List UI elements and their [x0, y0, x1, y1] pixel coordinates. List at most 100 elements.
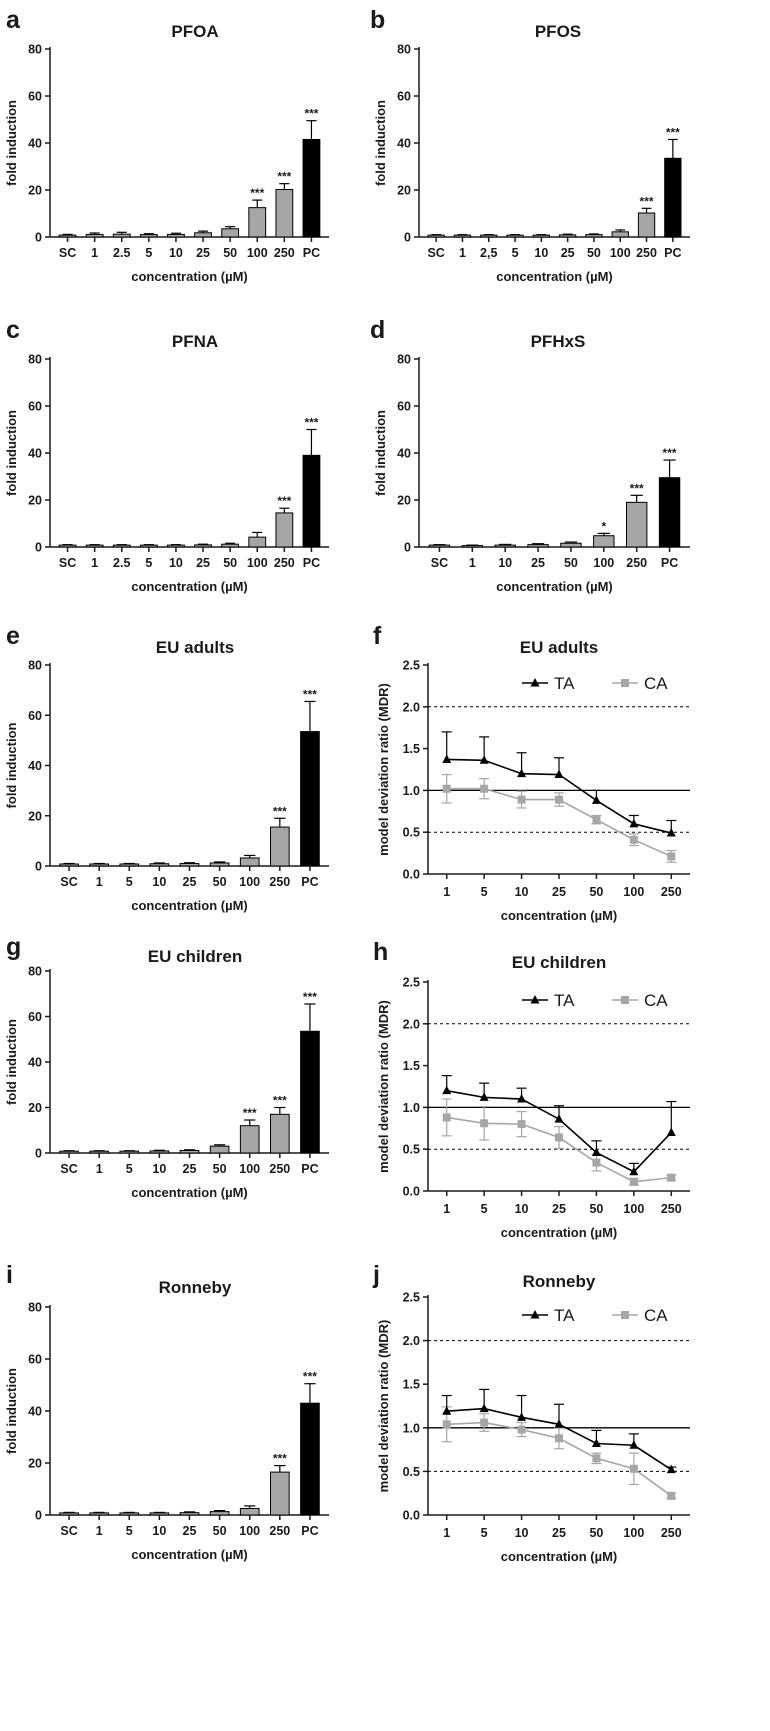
x-tick-label: 50: [223, 556, 237, 570]
y-axis-label: fold induction: [4, 722, 19, 808]
x-tick-label: 250: [274, 246, 295, 260]
data-point-ta: [629, 818, 639, 828]
data-point-ta: [666, 1464, 676, 1474]
data-point-ca: [667, 1491, 676, 1500]
y-tick-label: 80: [28, 43, 42, 57]
y-tick-label: 1.0: [403, 784, 420, 798]
x-tick-label: 1: [459, 246, 466, 260]
x-tick-label: 1: [96, 1524, 103, 1538]
x-tick-label: 25: [552, 1526, 566, 1540]
bar: [269, 1113, 290, 1154]
bar: [480, 234, 498, 238]
x-tick-label: 1: [91, 556, 98, 570]
y-tick-label: 40: [397, 447, 411, 461]
panel-d: d PFHxS fold induction concentration (µM) 0 2…: [370, 316, 690, 594]
x-tick-label: 10: [515, 885, 529, 899]
bar: [494, 544, 516, 548]
bar: [221, 543, 240, 548]
x-tick-label: 1: [443, 1202, 450, 1216]
x-tick-label: 100: [623, 1526, 644, 1540]
significance-marker: ***: [666, 125, 680, 139]
y-tick-label: 20: [28, 184, 42, 198]
bar: [269, 826, 290, 867]
y-tick-label: 40: [28, 759, 42, 773]
x-tick-label: PC: [301, 1162, 318, 1176]
legend-marker-ca: [621, 996, 629, 1004]
bar: [637, 212, 656, 238]
bar: [658, 477, 681, 548]
bar: [461, 545, 484, 548]
y-tick-label: 20: [28, 494, 42, 508]
y-tick-label: 1.0: [403, 1421, 420, 1435]
x-tick-label: 25: [561, 246, 575, 260]
x-tick-label: 100: [593, 556, 614, 570]
significance-marker: ***: [250, 186, 264, 200]
x-tick-label: PC: [303, 556, 320, 570]
y-tick-label: 0: [404, 231, 411, 245]
bar: [58, 544, 77, 548]
data-point-ca: [480, 1119, 489, 1128]
y-axis-label: fold induction: [4, 410, 19, 496]
chart-title: PFNA: [172, 332, 218, 351]
chart-title: EU children: [512, 953, 606, 972]
panel-h: h EU children model deviation ratio (MDR) c…: [373, 938, 690, 1240]
bar: [139, 234, 158, 238]
y-axis-label: model deviation ratio (MDR): [376, 1000, 391, 1173]
bar: [167, 544, 185, 548]
data-point-ta: [442, 1406, 452, 1415]
y-tick-label: 60: [28, 1353, 42, 1367]
y-tick-label: 80: [28, 1301, 42, 1315]
bar: [593, 535, 615, 548]
x-tick-label: PC: [301, 875, 318, 889]
x-tick-label: 10: [152, 1162, 166, 1176]
significance-marker: ***: [303, 1370, 317, 1384]
bar: [300, 731, 320, 867]
bar: [179, 1149, 200, 1154]
data-point-ca: [555, 1133, 563, 1142]
x-tick-label: 250: [661, 1526, 682, 1540]
significance-marker: ***: [277, 170, 291, 184]
x-tick-label: 250: [661, 1202, 682, 1216]
x-tick-label: 2.5: [113, 246, 130, 260]
x-tick-label: 5: [145, 246, 152, 260]
data-point-ta: [442, 754, 452, 763]
bar: [527, 544, 549, 548]
x-tick-label: 50: [213, 1162, 227, 1176]
x-tick-label: PC: [661, 556, 678, 570]
data-point-ta: [479, 1092, 489, 1101]
x-tick-label: 5: [126, 1162, 133, 1176]
x-tick-label: 25: [183, 875, 197, 889]
bar: [532, 234, 551, 238]
y-tick-label: 1.5: [403, 1378, 420, 1392]
x-tick-label: 10: [169, 246, 183, 260]
bar: [58, 234, 77, 238]
y-tick-label: 20: [397, 184, 411, 198]
y-tick-label: 60: [28, 400, 42, 414]
bar: [625, 501, 648, 548]
data-point-ca: [517, 795, 526, 804]
bar: [239, 857, 260, 867]
x-tick-label: 50: [213, 875, 227, 889]
x-tick-label: 100: [247, 556, 268, 570]
legend-label-ca: CA: [644, 1306, 668, 1325]
y-tick-label: 80: [28, 353, 42, 367]
x-axis-label: concentration (µM): [131, 1185, 248, 1200]
y-axis-label: fold induction: [373, 410, 388, 496]
x-tick-label: 1: [96, 875, 103, 889]
significance-marker: *: [601, 519, 606, 533]
data-point-ca: [480, 1418, 489, 1427]
bar: [59, 1512, 79, 1516]
x-tick-label: 1: [443, 885, 450, 899]
panel-letter: c: [6, 316, 20, 344]
bar: [300, 1030, 320, 1154]
y-tick-label: 2.0: [403, 700, 420, 714]
x-tick-label: 10: [534, 246, 548, 260]
bar: [149, 863, 170, 867]
y-tick-label: 40: [28, 1056, 42, 1070]
y-tick-label: 40: [28, 447, 42, 461]
bar: [85, 544, 104, 548]
panel-a: a PFOA fold induction concentration (µM) 0 20…: [4, 6, 329, 284]
x-tick-label: 10: [498, 556, 512, 570]
bar: [428, 544, 451, 548]
chart-title: PFHxS: [531, 332, 586, 351]
